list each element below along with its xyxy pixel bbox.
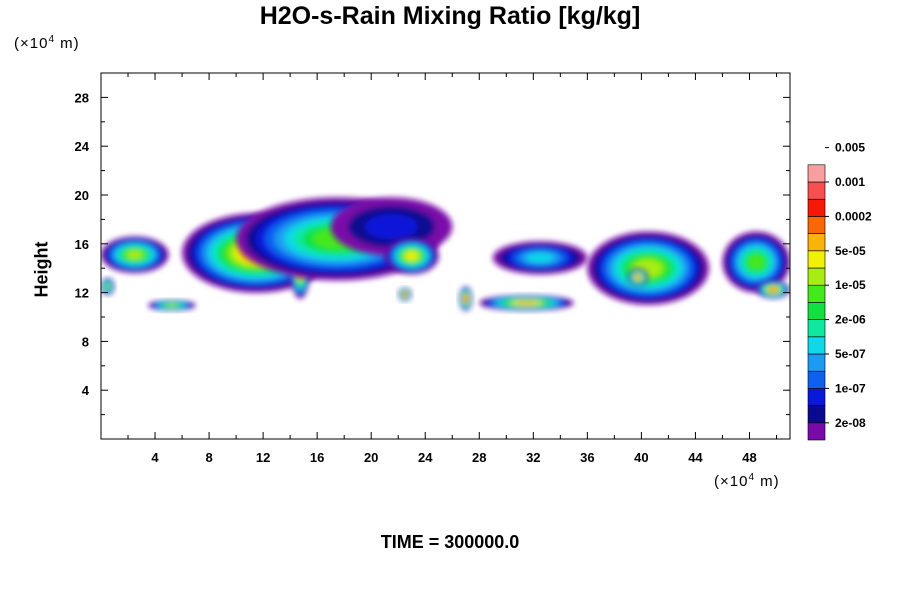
colorbar-swatch: [807, 267, 826, 286]
y-tick-label: 12: [75, 286, 89, 301]
rain-field-4: [330, 197, 453, 256]
colorbar-label: 5e-05: [835, 244, 866, 258]
rain-field-12: [627, 268, 649, 287]
y-tick-label: 28: [75, 90, 89, 105]
y-tick-label: 4: [82, 383, 90, 398]
colorbar-swatch: [807, 181, 826, 200]
rain-field-14: [756, 280, 790, 299]
colorbar-swatch: [807, 198, 826, 217]
rain-field-8: [479, 295, 574, 311]
rain-field-contour: [403, 293, 407, 296]
colorbar-swatch: [807, 370, 826, 389]
y-axis-unit: (×104 m): [14, 34, 80, 52]
rain-field-6: [398, 287, 412, 302]
colorbar-swatch: [807, 164, 826, 183]
x-tick-label: 12: [256, 450, 270, 465]
rain-field-9: [148, 299, 196, 311]
colorbar-swatch: [807, 422, 826, 441]
x-tick-label: 28: [472, 450, 486, 465]
y-tick-label: 24: [75, 139, 90, 154]
rain-field-10: [492, 241, 588, 275]
rain-field-0: [101, 236, 169, 274]
rain-field-contour: [769, 287, 777, 292]
colorbar-swatch: [807, 388, 826, 406]
rain-field-contour: [516, 301, 538, 305]
colorbar-swatch: [807, 216, 826, 234]
time-label: TIME = 300000.0: [380, 532, 520, 552]
x-tick-label: 32: [526, 450, 540, 465]
colorbar-swatch: [807, 302, 826, 320]
rain-field-contour: [747, 254, 765, 270]
rain-field-contour: [166, 304, 178, 307]
colorbar-swatch: [807, 405, 826, 424]
x-tick-label: 36: [580, 450, 594, 465]
rain-field-contour: [126, 250, 143, 260]
rain-field-7: [459, 286, 473, 311]
colorbar-swatch: [807, 250, 826, 269]
y-tick-label: 16: [75, 237, 89, 252]
x-tick-label: 20: [364, 450, 378, 465]
colorbar-label: 5e-07: [835, 347, 866, 361]
plot-frame: [100, 72, 791, 440]
x-tick-label: 48: [742, 450, 756, 465]
y-tick-label: 8: [82, 334, 89, 349]
y-tick-label: 20: [75, 188, 89, 203]
rain-field-contour: [464, 296, 468, 302]
rain-field-contour: [526, 253, 554, 263]
x-tick-label: 4: [151, 450, 159, 465]
chart-title: H2O-s-Rain Mixing Ratio [kg/kg]: [259, 2, 641, 30]
rain-field-contour: [405, 251, 418, 261]
colorbar-label: 0.001: [835, 175, 865, 189]
x-axis-unit: (×104 m): [714, 472, 780, 490]
colorbar-label: 1e-05: [835, 278, 866, 292]
x-tick-label: 16: [310, 450, 324, 465]
x-tick-label: 8: [205, 450, 212, 465]
colorbar-label: 2e-08: [835, 416, 866, 430]
colorbar-swatch: [807, 336, 826, 355]
rain-field-11: [587, 231, 709, 305]
rain-field-contour: [635, 275, 641, 280]
colorbar: 2e-08 1e-07 5e-07 2e-06 1e-05 5e-05 0.0002 0.00…: [807, 141, 872, 441]
rain-field-contour: [365, 214, 418, 240]
rain-fields: [101, 197, 790, 311]
rain-field-5: [384, 237, 439, 275]
colorbar-swatch: [807, 319, 826, 338]
colorbar-label: 0.0002: [835, 209, 872, 223]
rain-field-contour: [106, 284, 110, 289]
colorbar-swatch: [807, 353, 826, 372]
colorbar-swatch: [807, 284, 826, 303]
x-tick-label: 24: [418, 450, 433, 465]
colorbar-label: 2e-06: [835, 313, 866, 327]
rain-field-13: [722, 231, 790, 293]
rain-field-15: [101, 277, 115, 296]
colorbar-label: 0.005: [835, 141, 865, 155]
colorbar-label: 1e-07: [835, 381, 866, 395]
x-tick-label: 44: [688, 450, 703, 465]
colorbar-swatch: [807, 233, 826, 252]
x-tick-label: 40: [634, 450, 648, 465]
